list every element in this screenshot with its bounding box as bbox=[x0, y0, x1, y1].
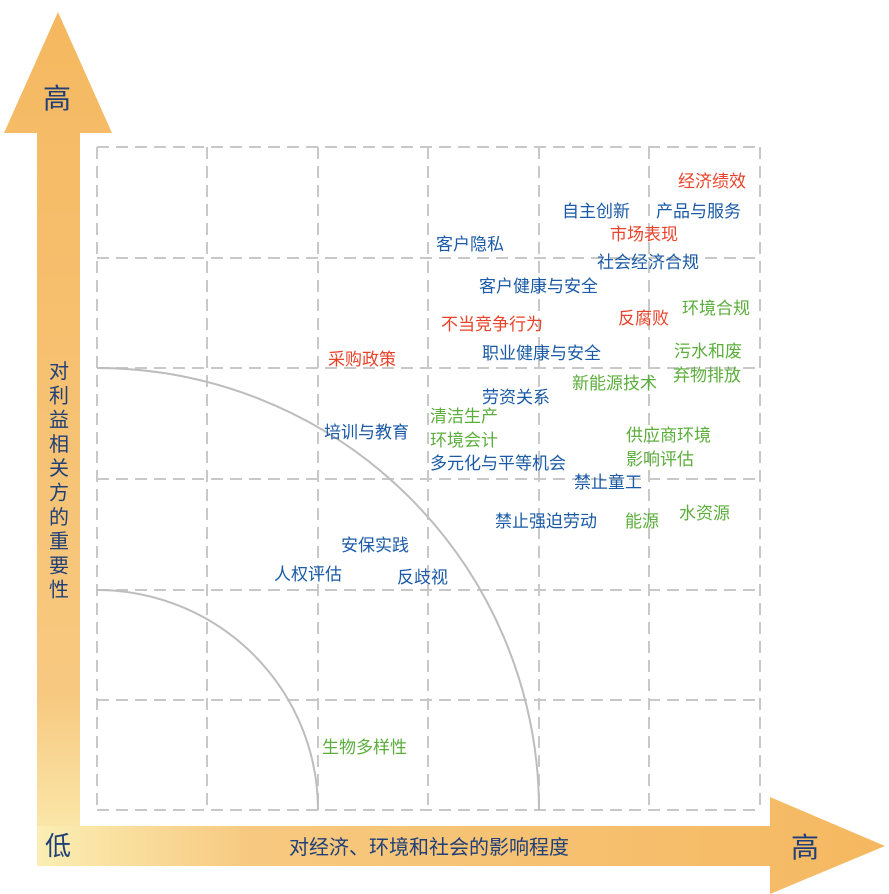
y-axis-high-label: 高 bbox=[43, 82, 71, 115]
topic-labels: 经济绩效 自主创新 产品与服务 市场表现 客户隐私 社会经济合规 客户健康与安全… bbox=[274, 172, 750, 758]
topic-label: 客户健康与安全 bbox=[479, 277, 598, 297]
topic-label: 人权评估 bbox=[274, 565, 342, 585]
topic-label: 生物多样性 bbox=[322, 738, 407, 758]
y-axis-title-char: 关 bbox=[49, 456, 69, 480]
y-axis-arrow bbox=[4, 12, 112, 866]
y-axis-title-char: 利 bbox=[49, 383, 69, 407]
topic-label: 职业健康与安全 bbox=[482, 344, 601, 364]
topic-label: 多元化与平等机会 bbox=[430, 454, 566, 474]
y-axis-title-char: 性 bbox=[49, 578, 69, 602]
inner-threshold-arc bbox=[96, 589, 319, 811]
topic-label: 清洁生产 bbox=[430, 407, 498, 427]
topic-label: 经济绩效 bbox=[678, 172, 746, 192]
topic-label: 劳资关系 bbox=[482, 388, 550, 408]
topic-label: 新能源技术 bbox=[572, 374, 657, 394]
y-axis-title-char: 相 bbox=[49, 432, 69, 456]
topic-label: 社会经济合规 bbox=[597, 253, 699, 273]
origin-low-label: 低 bbox=[45, 832, 71, 862]
topic-label: 采购政策 bbox=[328, 350, 396, 370]
topic-label: 弃物排放 bbox=[673, 366, 741, 386]
topic-label: 影响评估 bbox=[626, 450, 694, 470]
topic-label: 禁止童工 bbox=[574, 473, 642, 493]
topic-label: 禁止强迫劳动 bbox=[495, 512, 597, 532]
x-axis-high-label: 高 bbox=[791, 831, 819, 864]
topic-label: 培训与教育 bbox=[324, 423, 409, 443]
y-axis-title-char: 重 bbox=[49, 529, 69, 553]
x-axis-arrow bbox=[37, 797, 885, 894]
topic-label: 自主创新 bbox=[562, 202, 630, 222]
topic-label: 环境合规 bbox=[682, 299, 750, 319]
topic-label: 污水和废 bbox=[674, 342, 742, 362]
topic-label: 安保实践 bbox=[341, 536, 409, 556]
x-axis-title: 对经济、环境和社会的影响程度 bbox=[289, 835, 569, 859]
topic-label: 反腐败 bbox=[618, 309, 669, 329]
topic-label: 反歧视 bbox=[397, 568, 448, 588]
y-axis-title-char: 对 bbox=[49, 359, 69, 383]
dashed-grid bbox=[96, 146, 761, 811]
outer-threshold-arc bbox=[96, 367, 540, 811]
topic-label: 供应商环境 bbox=[626, 426, 711, 446]
topic-label: 能源 bbox=[625, 512, 659, 532]
topic-label: 客户隐私 bbox=[436, 235, 504, 255]
y-axis-title-char: 益 bbox=[49, 408, 69, 432]
y-axis-title-char: 的 bbox=[49, 505, 69, 529]
topic-label: 不当竞争行为 bbox=[441, 315, 543, 335]
y-axis-title-char: 方 bbox=[49, 481, 69, 505]
topic-label: 环境会计 bbox=[430, 431, 498, 451]
topic-label: 市场表现 bbox=[610, 225, 678, 245]
topic-label: 水资源 bbox=[679, 504, 730, 524]
y-axis-title-char: 要 bbox=[49, 553, 69, 577]
topic-label: 产品与服务 bbox=[656, 202, 741, 222]
